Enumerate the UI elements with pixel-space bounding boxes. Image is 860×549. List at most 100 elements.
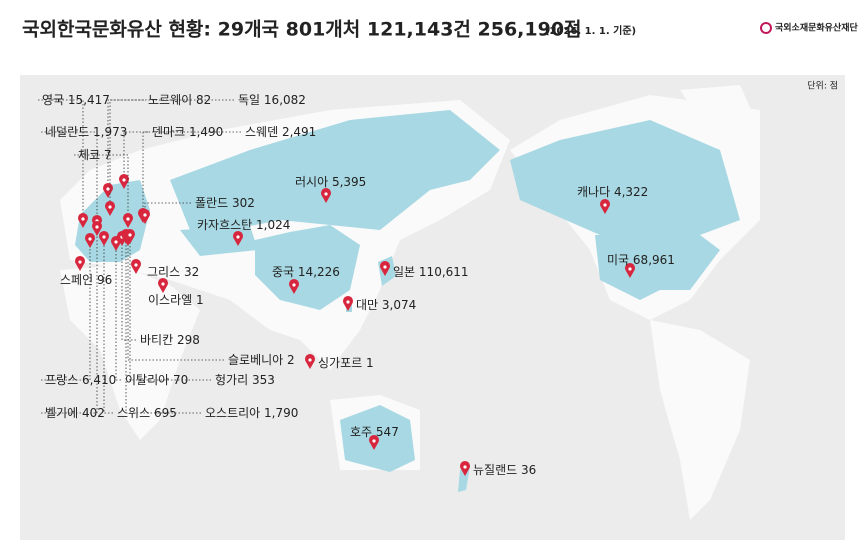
- country-name: 영국: [42, 93, 64, 107]
- country-label: 노르웨이 82: [148, 93, 211, 107]
- connector: [38, 99, 84, 222]
- country-name: 카자흐스탄: [197, 218, 252, 232]
- pin-dot: [628, 267, 632, 271]
- connector: [41, 242, 91, 381]
- country-count: 6,410: [82, 373, 116, 387]
- country-label: 캐나다 4,322: [577, 185, 648, 199]
- pin: [125, 229, 135, 244]
- pin-dot: [236, 235, 240, 239]
- pin-dot: [106, 187, 110, 191]
- connector: [41, 230, 98, 414]
- pin: [305, 354, 315, 369]
- country-name: 슬로베니아: [228, 353, 283, 367]
- pin: [92, 221, 102, 236]
- country-count: 36: [521, 463, 536, 477]
- pin-dot: [324, 192, 328, 196]
- country-count: 2: [287, 353, 295, 367]
- pin-dot: [161, 282, 165, 286]
- country-name: 벨기에: [45, 406, 78, 420]
- pin-dot: [78, 260, 82, 264]
- country-label: 폴란드 302: [195, 196, 255, 210]
- country-count: 68,961: [633, 253, 675, 267]
- country-count: 547: [376, 425, 399, 439]
- country-count: 4,322: [614, 185, 648, 199]
- country-label: 카자흐스탄 1,024: [197, 218, 290, 232]
- logo: 국외소재문화유산재단: [775, 22, 859, 34]
- country-count: 3,074: [382, 298, 416, 312]
- country-name: 네덜란드: [45, 125, 89, 139]
- country-label: 영국 15,417: [42, 93, 110, 107]
- country-label: 싱가포르 1: [318, 356, 374, 370]
- country-name: 체코: [78, 148, 100, 162]
- pin: [75, 256, 85, 271]
- pin-dot: [134, 263, 138, 267]
- pin: [99, 231, 109, 246]
- country-name: 러시아: [295, 175, 328, 189]
- country-count: 1,024: [256, 218, 290, 232]
- country-count: 353: [252, 373, 275, 387]
- country-name: 중국: [272, 265, 294, 279]
- country-count: 1,973: [93, 125, 127, 139]
- country-label: 이탈리아 70: [125, 373, 188, 387]
- logo-icon: [760, 22, 772, 34]
- country-name: 캐나다: [577, 185, 610, 199]
- pin: [105, 201, 115, 216]
- country-count: 7: [104, 148, 112, 162]
- pin: [232, 231, 244, 246]
- pin-dot: [346, 300, 350, 304]
- country-count: 96: [97, 273, 112, 287]
- pin: [131, 259, 141, 274]
- country-label: 스웨덴 2,491: [245, 125, 316, 139]
- pin-dot: [308, 358, 312, 362]
- country-name: 스웨덴: [245, 125, 278, 139]
- country-name: 프랑스: [45, 373, 78, 387]
- pin: [380, 261, 391, 276]
- connector: [142, 131, 241, 217]
- country-label: 스위스 695: [117, 406, 177, 420]
- country-name: 헝가리: [215, 373, 248, 387]
- country-label: 바티칸 298: [140, 333, 200, 347]
- pin-dot: [81, 217, 85, 221]
- country-name: 노르웨이: [148, 93, 192, 107]
- pin-dot: [372, 439, 376, 443]
- country-count: 302: [232, 196, 255, 210]
- pin: [123, 212, 133, 228]
- country-label: 미국 68,961: [607, 253, 675, 267]
- pin: [289, 279, 299, 294]
- country-label: 슬로베니아 2: [228, 353, 295, 367]
- country-count: 298: [177, 333, 200, 347]
- pin-dot: [603, 203, 607, 207]
- country-label: 네덜란드 1,973: [45, 125, 127, 139]
- country-count: 16,082: [264, 93, 306, 107]
- country-count: 2,491: [282, 125, 316, 139]
- pin: [85, 233, 95, 248]
- pin: [78, 212, 89, 228]
- country-label: 스페인 96: [60, 273, 112, 287]
- country-name: 스페인: [60, 273, 93, 287]
- unit: 단위: 점: [807, 80, 838, 92]
- country-count: 1,790: [264, 406, 298, 420]
- country-name: 독일: [238, 93, 260, 107]
- title: 국외한국문화유산 현황: 29개국 801개처 121,143건 256,190…: [22, 18, 582, 41]
- country-count: 5,395: [332, 175, 366, 189]
- country-count: 402: [82, 406, 105, 420]
- country-name: 호주: [350, 425, 372, 439]
- connector: [121, 240, 136, 341]
- pin: [158, 278, 168, 293]
- pin-dot: [88, 237, 92, 241]
- country-label: 오스트리아 1,790: [205, 406, 298, 420]
- pin: [625, 263, 635, 278]
- pin: [460, 461, 470, 476]
- country-label: 덴마크 1,490: [152, 125, 223, 139]
- country-name: 폴란드: [195, 196, 228, 210]
- pin-dot: [95, 225, 99, 229]
- country-name: 뉴질랜드: [473, 463, 517, 477]
- country-name: 스위스: [117, 406, 150, 420]
- country-label: 중국 14,226: [272, 265, 340, 279]
- country-count: 70: [173, 373, 188, 387]
- pin-dot: [102, 235, 106, 239]
- country-name: 그리스: [147, 265, 180, 279]
- country-name: 바티칸: [140, 333, 173, 347]
- country-label: 독일 16,082: [238, 93, 306, 107]
